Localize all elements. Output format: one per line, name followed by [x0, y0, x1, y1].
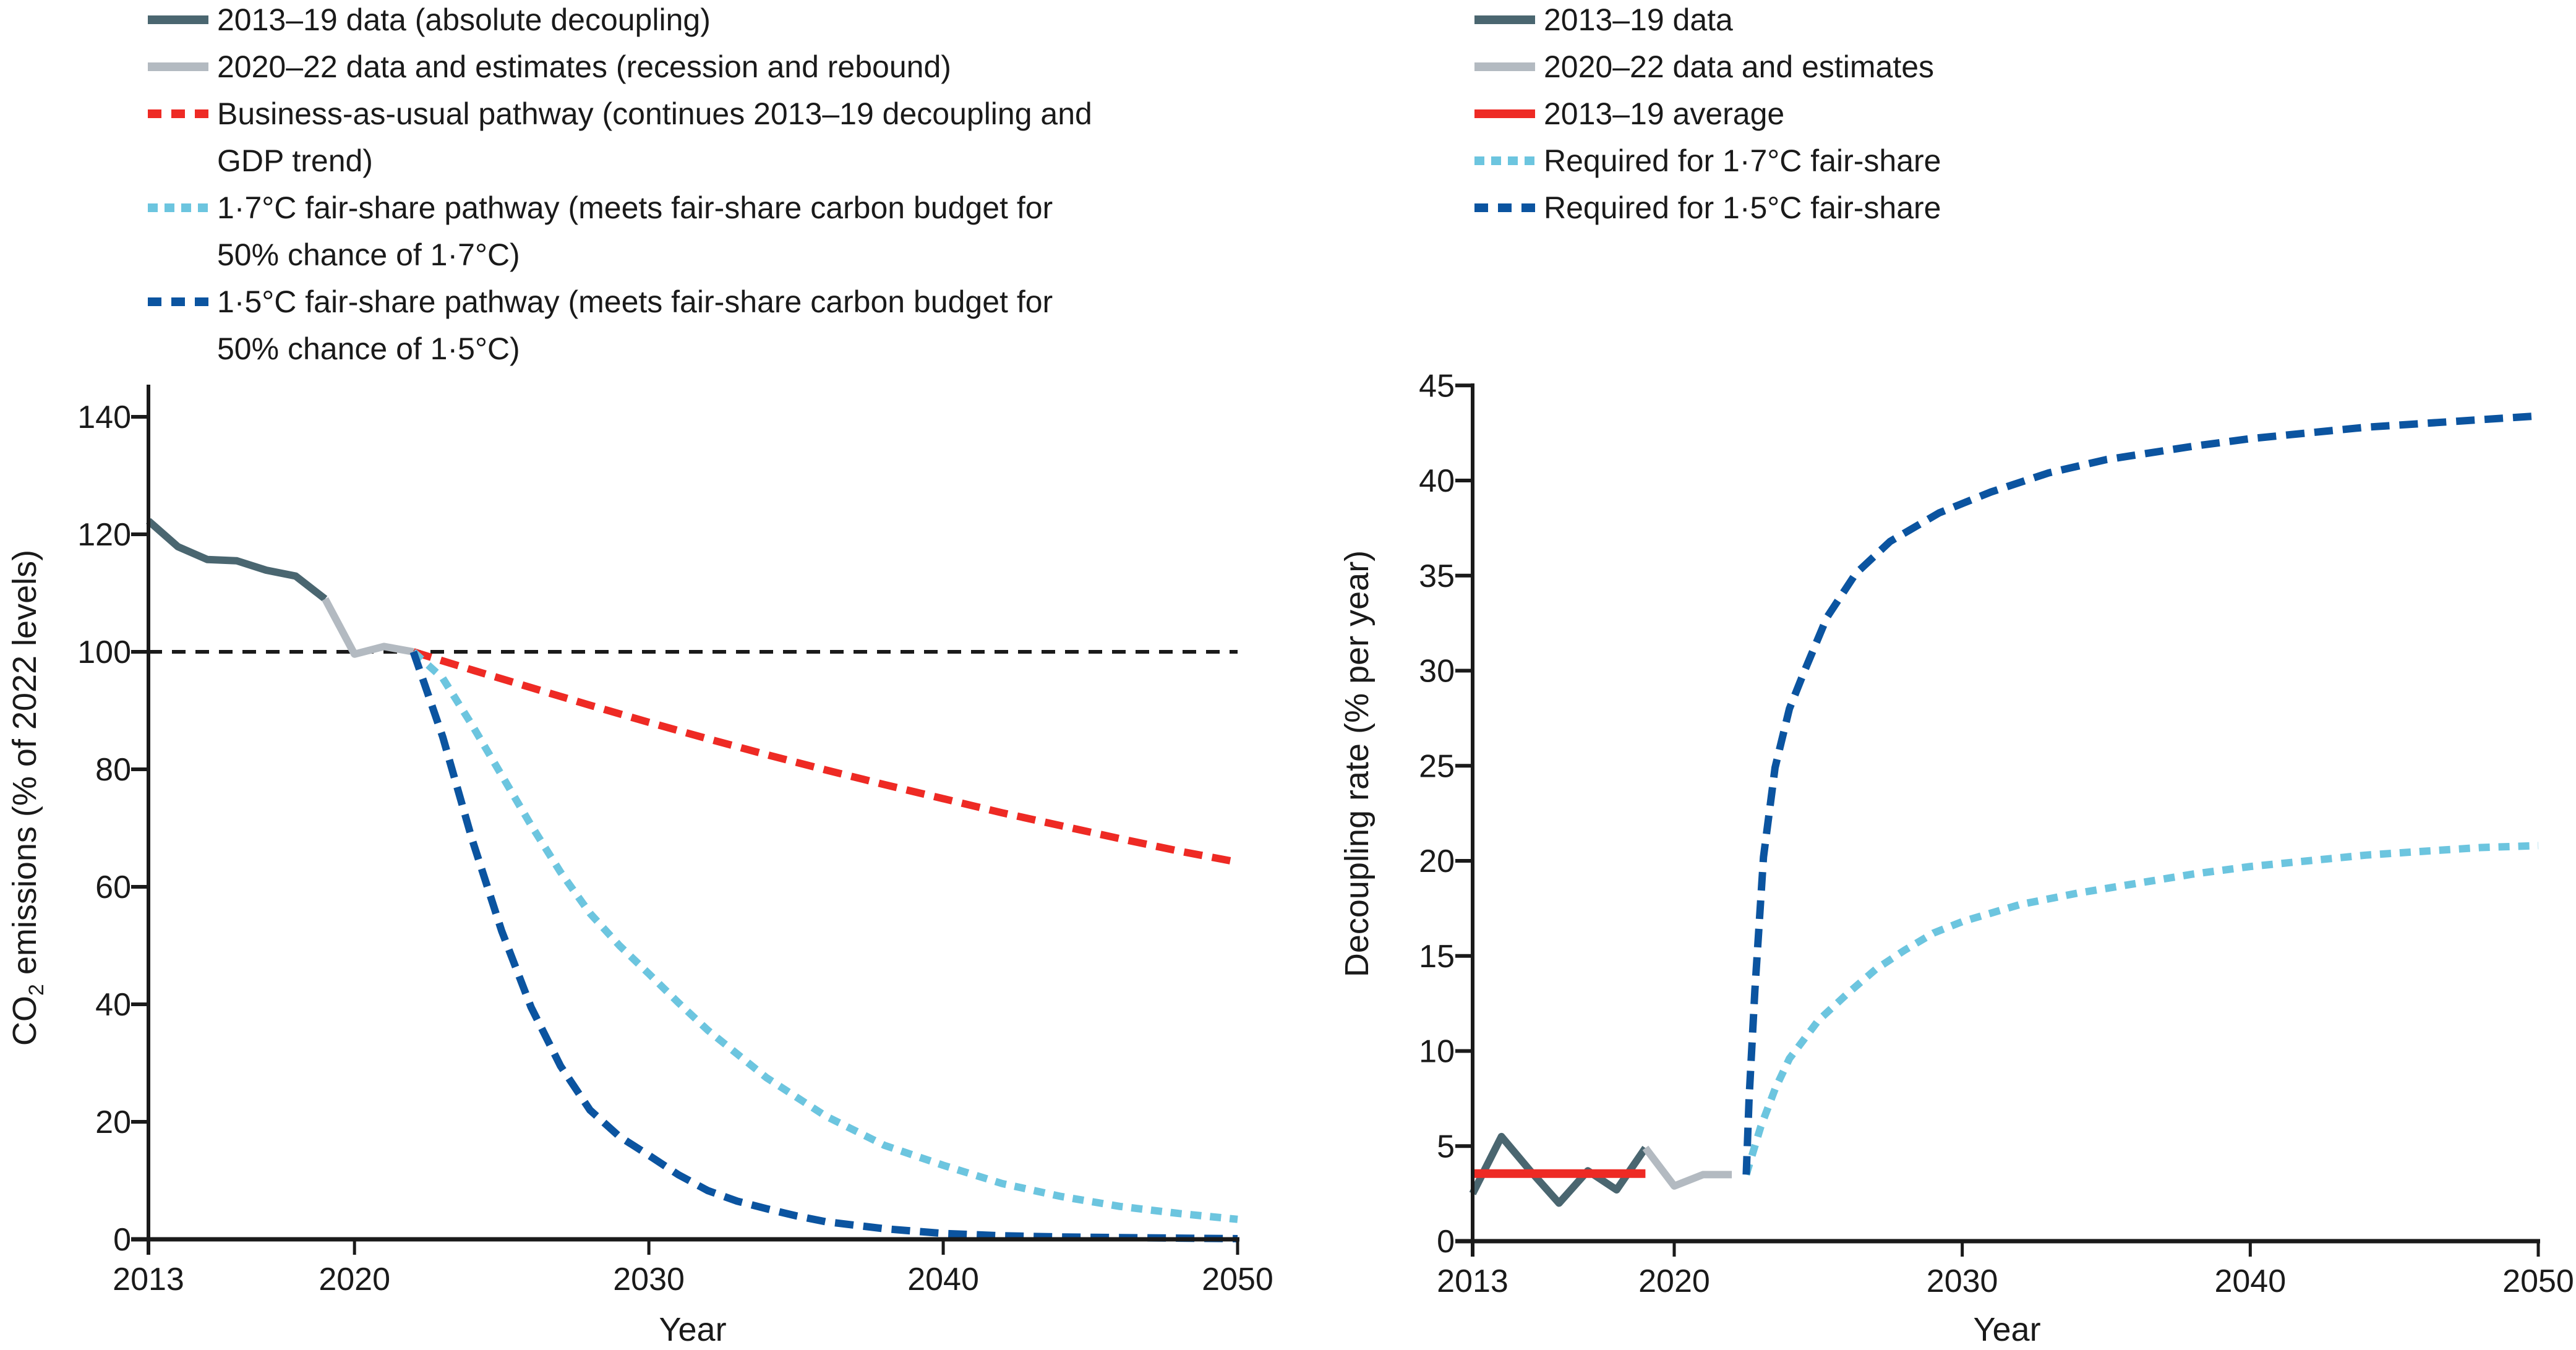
x-tick-label: 2030: [1927, 1263, 1998, 1299]
series-line-fair15: [409, 651, 1238, 1242]
legend-label: 2020–22 data and estimates: [1544, 49, 1935, 84]
series-line-data_2020_22: [1642, 1145, 1732, 1190]
legend-swatch-bau: [148, 109, 208, 118]
y-tick-label: 45: [1419, 368, 1455, 404]
y-axis-title-rest: emissions (% of 2022 levels): [6, 550, 43, 984]
series-line-fair17: [411, 649, 1238, 1223]
x-axis-title: Year: [659, 1311, 726, 1348]
decoupling-chart: 0 5 10 15 20 25 30 35 40 45 2013 2020 2030 2040 2050 Ye…: [1338, 368, 2574, 1348]
y-axis-title-main: CO: [6, 996, 43, 1046]
legend-swatch-fair17: [1474, 156, 1535, 165]
y-tick-label: 40: [1419, 463, 1455, 499]
series-line-fair17: [1742, 842, 2539, 1176]
series-line-fair15: [1742, 412, 2539, 1175]
y-tick-label: 60: [95, 869, 131, 905]
legend-label: 50% chance of 1·5°C): [217, 331, 520, 366]
y-axis-title-subscript: 2: [25, 984, 48, 996]
y-tick-label: 20: [1419, 844, 1455, 879]
legend-swatch-fair15: [1474, 203, 1535, 212]
y-tick-label: 20: [95, 1104, 131, 1140]
x-tick-label: 2040: [2214, 1263, 2286, 1299]
legend-swatch-data_2013_19: [148, 15, 208, 24]
y-tick-label: 25: [1419, 748, 1455, 784]
x-tick-label: 2020: [1638, 1263, 1710, 1299]
legend-label: 2013–19 average: [1544, 96, 1785, 131]
legend-label: GDP trend): [217, 143, 373, 178]
legend-label: 2013–19 data: [1544, 2, 1733, 37]
y-tick-label: 5: [1437, 1129, 1455, 1164]
y-tick-label: 10: [1419, 1034, 1455, 1070]
legend-swatch-data_2013_19: [1474, 15, 1535, 24]
legend-label: Business-as-usual pathway (continues 201…: [217, 96, 1092, 131]
legend-label: Required for 1·7°C fair-share: [1544, 143, 1941, 178]
legend-swatch-data_2020_22: [1474, 62, 1535, 71]
legend-label: 2013–19 data (absolute decoupling): [217, 2, 711, 37]
legend-label: 1·7°C fair-share pathway (meets fair-sha…: [217, 190, 1053, 225]
y-axis-title: Decoupling rate (% per year): [1338, 550, 1376, 977]
y-tick-label: 80: [95, 752, 131, 788]
y-tick-label: 35: [1419, 558, 1455, 594]
legend-swatch-fair17: [148, 203, 208, 212]
series-line-data_2013_19: [146, 518, 328, 602]
x-tick-label: 2050: [2502, 1263, 2574, 1299]
x-tick-label: 2020: [319, 1262, 390, 1297]
x-tick-label: 2040: [907, 1262, 979, 1297]
legend-swatch-data_2020_22: [148, 62, 208, 71]
legend-label: Required for 1·5°C fair-share: [1544, 190, 1941, 225]
y-tick-label: 120: [77, 517, 131, 553]
legend-swatch-avg: [1474, 109, 1535, 118]
y-tick-label: 0: [1437, 1224, 1455, 1260]
series-line-data_2013_19: [1469, 1132, 1649, 1207]
x-tick-label: 2013: [1437, 1263, 1508, 1299]
y-tick-label: 0: [113, 1222, 131, 1258]
x-tick-label: 2013: [113, 1262, 184, 1297]
series-line-bau: [412, 648, 1239, 866]
x-tick-label: 2030: [613, 1262, 685, 1297]
y-tick-label: 140: [77, 399, 131, 435]
legend-swatch-fair15: [148, 297, 208, 306]
y-tick-label: 30: [1419, 654, 1455, 690]
x-axis-title: Year: [1973, 1311, 2040, 1348]
legend-label: 1·5°C fair-share pathway (meets fair-sha…: [217, 284, 1053, 319]
series-line-data_2020_22: [322, 597, 414, 658]
legend-label: 2020–22 data and estimates (recession an…: [217, 49, 951, 84]
y-axis-title: CO2 emissions (% of 2022 levels): [6, 550, 48, 1046]
x-tick-label: 2050: [1202, 1262, 1273, 1297]
legend-label: 50% chance of 1·7°C): [217, 237, 520, 272]
y-tick-label: 15: [1419, 939, 1455, 975]
y-tick-label: 40: [95, 987, 131, 1023]
y-tick-label: 100: [77, 634, 131, 670]
